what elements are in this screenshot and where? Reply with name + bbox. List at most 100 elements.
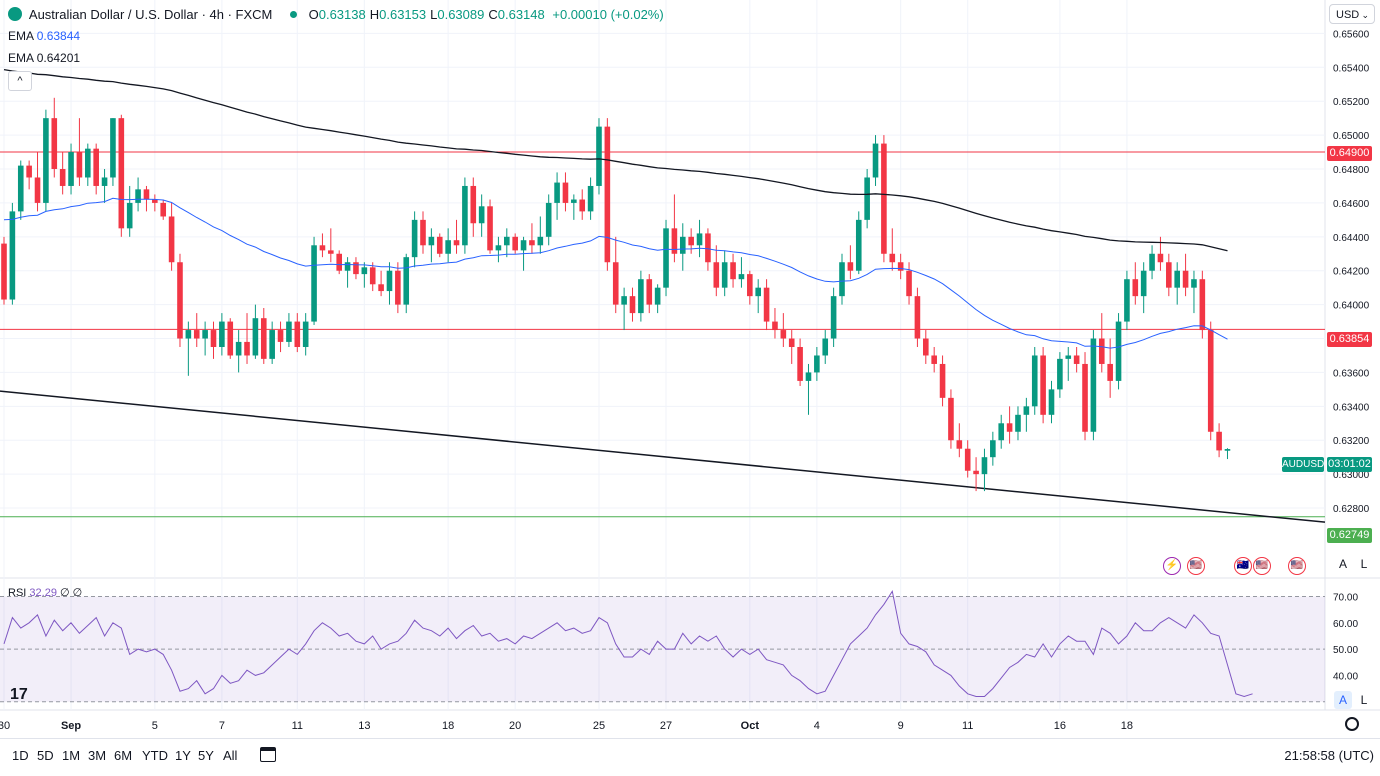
candle-body: [43, 118, 49, 203]
candle-body: [302, 321, 309, 348]
currency-select[interactable]: USD ⌄: [1329, 4, 1375, 24]
candle-body: [260, 318, 267, 359]
candle-body: [462, 185, 468, 246]
timeframe-all[interactable]: All: [223, 748, 238, 763]
candle-body: [34, 177, 41, 203]
candle-body: [646, 279, 653, 305]
time-tick-label: 11: [292, 720, 303, 732]
ohlc-value-o: 0.63138: [318, 7, 366, 22]
bottom-toolbar: 1D 5D 1M 3M 6M YTD 1Y 5Y All 21:58:58 (UTC): [0, 738, 1380, 773]
candle-body: [277, 330, 284, 342]
candle-body: [1023, 406, 1030, 415]
candle-body: [872, 143, 879, 178]
candle-body: [17, 165, 24, 212]
chart-canvas[interactable]: 0.65600 0.65400 0.65200 0.65000 0.64800 0.646…: [0, 0, 1380, 740]
candle-body: [998, 423, 1005, 441]
ohlc-key-l: L: [430, 7, 438, 22]
price-tick-label: 0.64800: [1333, 165, 1370, 176]
ohlc-value-c: 0.63148: [497, 7, 545, 22]
candle-body: [830, 296, 837, 339]
candle-body: [269, 330, 275, 359]
timeframe-5d[interactable]: 5D: [37, 748, 54, 763]
candle-body: [520, 240, 527, 251]
rsi-value: 32.29: [29, 587, 57, 599]
candle-body: [160, 202, 167, 217]
settings-gear-icon[interactable]: [1345, 717, 1359, 731]
auto-scale-button[interactable]: A: [1338, 557, 1347, 571]
ohlc-value-h: 0.63153: [379, 7, 427, 22]
candle-body: [822, 338, 829, 356]
candle-body: [638, 279, 644, 314]
utc-clock[interactable]: 21:58:58 (UTC): [1284, 748, 1374, 763]
time-tick-label: 18: [442, 720, 454, 732]
time-tick-label: 4: [814, 720, 820, 732]
candle-body: [110, 118, 116, 178]
event-lightning-icon[interactable]: ⚡: [1163, 557, 1181, 575]
timeframe-5y[interactable]: 5Y: [198, 748, 214, 763]
candle-body: [663, 228, 669, 288]
symbol-badge: AUDUSD: [1282, 457, 1325, 472]
time-tick-label: 20: [509, 720, 521, 732]
candle-body: [101, 177, 108, 186]
candle-body: [177, 262, 183, 339]
candle-body: [881, 143, 887, 254]
ema-fast-legend[interactable]: EMA 0.63844: [8, 29, 81, 43]
candle-body: [1132, 279, 1139, 297]
candle-body: [621, 296, 627, 305]
candle-body: [696, 233, 703, 246]
candle-body: [839, 262, 845, 297]
candle-body: [344, 262, 351, 271]
time-tick-label: 27: [660, 720, 672, 732]
timeframe-1d[interactable]: 1D: [12, 748, 29, 763]
timeframe-1m[interactable]: 1M: [62, 748, 81, 763]
ohlc-key-o: O: [308, 7, 319, 22]
ohlc-key-c: C: [488, 7, 498, 22]
candle-body: [964, 448, 971, 471]
level-badge-support: 0.62749: [1327, 528, 1372, 543]
candle-body: [1048, 389, 1055, 415]
candle-body: [235, 341, 242, 356]
candle-body: [168, 216, 175, 263]
candle-body: [361, 267, 368, 275]
event-au-flag-icon[interactable]: 🇦🇺: [1234, 557, 1252, 575]
candle-body: [294, 321, 301, 348]
candle-body: [688, 236, 694, 246]
candle-body: [1073, 355, 1080, 364]
candle-body: [797, 347, 803, 381]
time-tick-label: 7: [219, 720, 225, 732]
candle-body: [126, 202, 133, 229]
price-tick-label: 0.63600: [1333, 368, 1370, 379]
candle-body: [1015, 414, 1021, 432]
candle-body: [353, 262, 359, 275]
candle-body: [1174, 270, 1180, 288]
price-tick-label: 0.65000: [1333, 131, 1370, 142]
rsi-auto-scale-button[interactable]: A: [1334, 691, 1352, 709]
candle-body: [529, 240, 535, 246]
candle-body: [897, 262, 904, 271]
date-range-calendar-icon[interactable]: [260, 747, 276, 762]
collapse-legend-button[interactable]: ^: [8, 71, 32, 91]
candle-body: [705, 233, 711, 263]
candle-body: [1057, 358, 1063, 390]
market-status-dot-icon: [289, 11, 297, 18]
timeframe-1y[interactable]: 1Y: [175, 748, 191, 763]
rsi-legend[interactable]: RSI 32.29 ∅ ∅: [8, 587, 83, 599]
candle-body: [252, 318, 259, 356]
candle-body: [210, 330, 217, 348]
log-scale-button[interactable]: L: [1360, 557, 1368, 571]
price-tick-label: 0.63400: [1333, 402, 1370, 413]
event-us-flag-icon[interactable]: 🇺🇸: [1187, 557, 1205, 575]
price-tick-label: 0.65600: [1333, 29, 1370, 40]
timeframe-6m[interactable]: 6M: [114, 748, 133, 763]
event-us-flag-icon-3[interactable]: 🇺🇸: [1288, 557, 1306, 575]
candle-body: [68, 152, 74, 186]
ema-slow-legend[interactable]: EMA 0.64201: [8, 51, 81, 65]
timeframe-3m[interactable]: 3M: [88, 748, 107, 763]
candle-body: [931, 355, 937, 364]
candle-body: [805, 372, 812, 381]
price-tick-label: 0.64400: [1333, 233, 1370, 244]
candle-body: [369, 267, 376, 285]
event-us-flag-icon-2[interactable]: 🇺🇸: [1253, 557, 1271, 575]
rsi-log-scale-button[interactable]: L: [1360, 693, 1368, 707]
timeframe-ytd[interactable]: YTD: [142, 748, 168, 763]
